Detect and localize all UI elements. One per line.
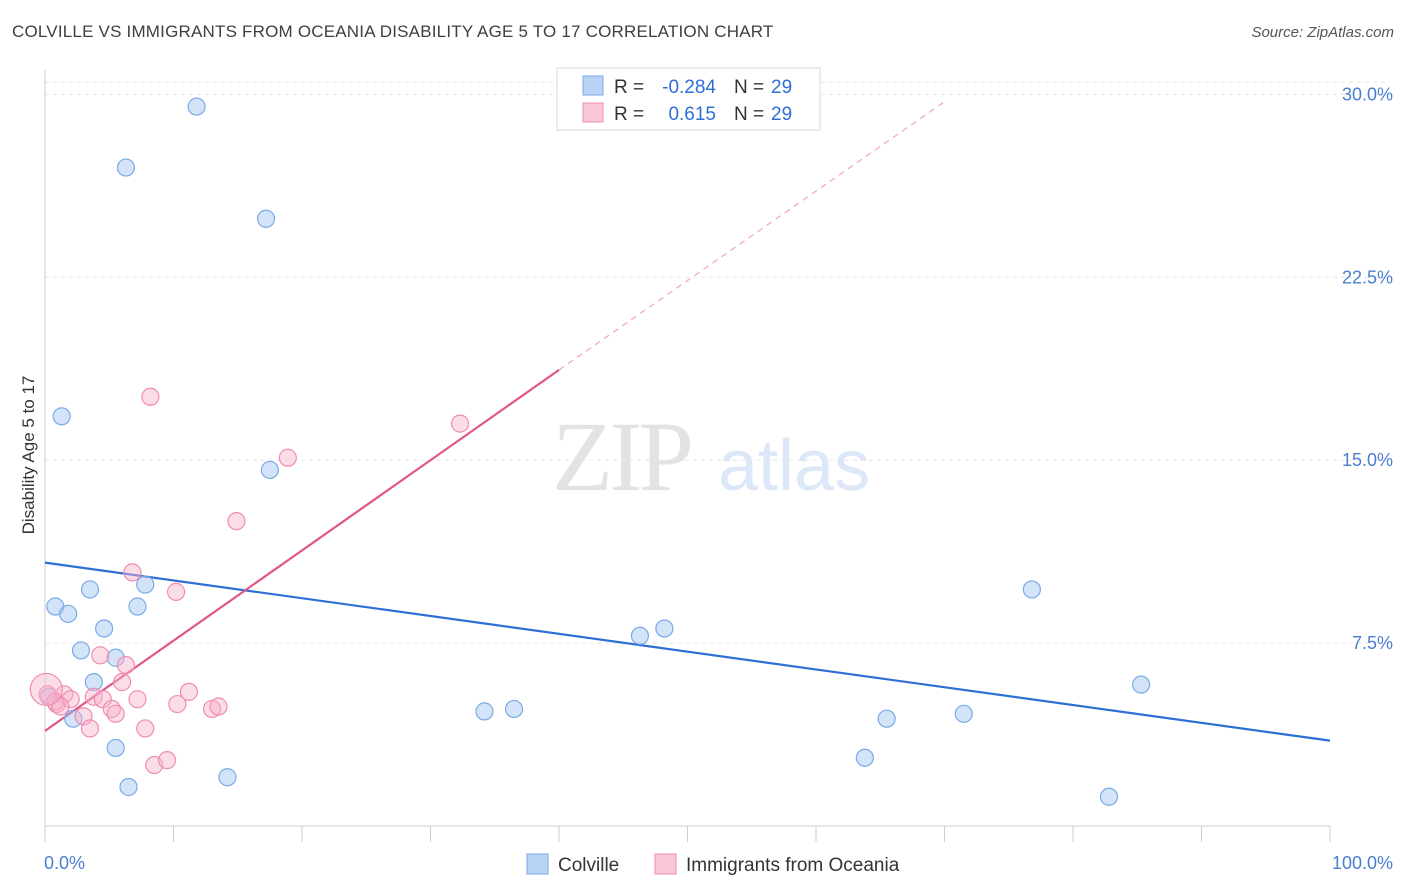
point-colville: [52, 407, 71, 426]
axes: 7.5% 15.0% 22.5% 30.0% 0.0% 100.0%: [44, 70, 1393, 873]
y-tick-label: 15.0%: [1342, 450, 1393, 470]
point-oceania: [141, 387, 160, 406]
point-oceania: [209, 697, 228, 716]
legend-n-label-1: N =: [734, 77, 764, 98]
legend-n-value-2: 29: [771, 104, 792, 125]
point-oceania: [227, 512, 246, 531]
point-oceania: [168, 694, 187, 714]
gridlines: [45, 81, 1390, 644]
point-oceania-large: [29, 672, 63, 707]
point-oceania: [450, 414, 470, 433]
y-tick-label: 7.5%: [1352, 633, 1393, 653]
point-colville: [71, 641, 91, 660]
point-colville: [475, 702, 494, 721]
point-oceania: [136, 719, 155, 738]
point-oceania: [61, 690, 80, 709]
point-colville: [128, 597, 147, 616]
point-oceania: [278, 448, 297, 467]
point-colville: [1099, 787, 1119, 806]
trend-lines: [44, 101, 1331, 742]
point-oceania: [116, 655, 136, 675]
legend-n-label-2: N =: [734, 104, 764, 125]
x-tick-label-min: 0.0%: [44, 853, 85, 873]
point-colville: [84, 673, 103, 692]
y-axis-title: Disability Age 5 to 17: [19, 376, 38, 535]
point-colville: [106, 738, 125, 758]
point-oceania: [80, 719, 100, 738]
watermark-atlas: atlas: [718, 426, 870, 506]
point-colville: [256, 209, 276, 228]
legend-r-value-2: 0.615: [668, 104, 716, 125]
watermark-zip: ZIP: [552, 401, 690, 512]
legend-r-value-1: -0.284: [662, 77, 716, 98]
point-colville: [136, 575, 155, 594]
stats-legend: R = -0.284 N = 29 R = 0.615 N = 29: [556, 67, 821, 131]
legend-swatch-oceania: [582, 102, 604, 123]
point-oceania: [123, 563, 142, 582]
point-oceania: [166, 582, 186, 601]
point-colville: [1132, 675, 1151, 694]
point-oceania: [91, 646, 110, 665]
point-oceania: [157, 751, 177, 770]
point-colville: [116, 158, 136, 177]
bottom-legend-swatch-oceania: [654, 853, 677, 875]
point-colville: [59, 604, 78, 623]
point-colville: [119, 777, 138, 797]
series-legend: Colville Immigrants from Oceania: [526, 853, 900, 876]
trend-line-colville: [44, 561, 1331, 742]
y-tick-label: 30.0%: [1342, 84, 1393, 104]
point-oceania: [179, 682, 199, 701]
trend-line-extension-oceania: [558, 101, 945, 371]
trend-line-oceania: [44, 369, 560, 732]
x-tick-label-max: 100.0%: [1332, 853, 1393, 873]
point-oceania: [128, 690, 147, 709]
chart-title: COLVILLE VS IMMIGRANTS FROM OCEANIA DISA…: [12, 22, 774, 41]
legend-r-label-2: R =: [614, 104, 644, 125]
point-colville: [80, 580, 100, 599]
bottom-legend-swatch-colville: [526, 853, 549, 875]
point-colville: [855, 748, 874, 767]
point-colville: [218, 768, 237, 787]
point-colville: [187, 97, 206, 116]
data-points: [29, 97, 1151, 806]
point-colville: [1022, 580, 1041, 599]
y-tick-label: 22.5%: [1342, 267, 1393, 287]
point-oceania: [106, 704, 125, 723]
bottom-legend-label-oceania: Immigrants from Oceania: [686, 855, 900, 876]
watermark: ZIP atlas: [552, 401, 870, 512]
point-colville: [630, 626, 650, 645]
point-colville: [106, 648, 125, 667]
point-colville: [504, 699, 524, 719]
point-colville: [260, 460, 279, 480]
source-credit: Source: ZipAtlas.com: [1251, 24, 1394, 41]
legend-n-value-1: 29: [771, 77, 792, 98]
legend-swatch-colville: [582, 75, 604, 96]
point-colville: [954, 704, 973, 723]
bottom-legend-label-colville: Colville: [558, 855, 619, 876]
legend-r-label-1: R =: [614, 77, 644, 98]
point-colville: [95, 619, 114, 638]
point-colville: [655, 619, 674, 638]
point-colville: [877, 709, 896, 728]
point-oceania: [112, 673, 132, 692]
